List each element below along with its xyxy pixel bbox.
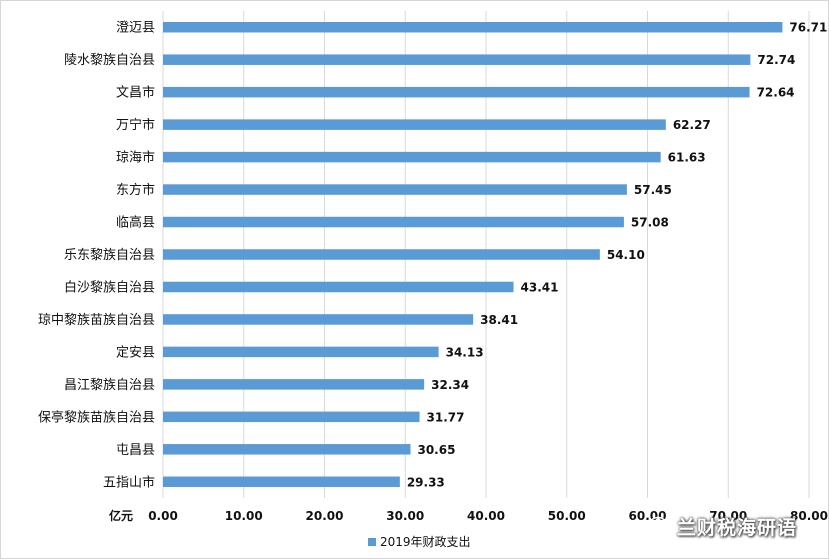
- category-label: 临高县: [116, 215, 155, 231]
- watermark-text: 兰财税海研语: [677, 516, 798, 539]
- category-label: 万宁市: [116, 117, 155, 133]
- watermark: 兰财税海研语: [649, 513, 797, 539]
- category-label: 定安县: [116, 345, 155, 360]
- value-label: 54.10: [607, 248, 645, 262]
- value-label: 29.33: [407, 475, 445, 489]
- bar: [163, 21, 783, 33]
- bar: [163, 86, 750, 98]
- x-tick-label: 40.00: [467, 509, 505, 523]
- category-label: 东方市: [116, 182, 155, 198]
- value-label: 30.65: [417, 443, 455, 457]
- bar: [163, 444, 411, 455]
- value-label: 61.63: [668, 151, 706, 165]
- category-labels: 澄迈县陵水黎族自治县文昌市万宁市琼海市东方市临高县乐东黎族自治县白沙黎族自治县琼…: [38, 21, 155, 491]
- bar: [163, 379, 425, 390]
- bar: [163, 346, 439, 358]
- category-label: 白沙黎族自治县: [64, 279, 155, 295]
- x-tick-label: 70.00: [709, 509, 747, 523]
- category-label: 五指山市: [103, 474, 155, 490]
- x-tick-label: 10.00: [225, 509, 263, 523]
- x-tick-label: 30.00: [386, 509, 424, 523]
- bar: [163, 411, 420, 423]
- category-label: 澄迈县: [116, 21, 155, 36]
- bar: [163, 151, 661, 163]
- value-label: 72.64: [757, 86, 795, 100]
- x-axis-ticks: 0.00 10.00 20.00 30.00 40.00 50.00 60.00 70.00 8…: [148, 509, 828, 523]
- category-label: 文昌市: [116, 85, 155, 101]
- x-tick-label: 60.00: [629, 509, 667, 523]
- category-label: 昌江黎族自治县: [64, 377, 155, 393]
- legend-swatch: [368, 538, 376, 546]
- value-label: 32.34: [431, 378, 469, 392]
- value-labels: 76.71 72.74 72.64 62.27 61.63 57.45 57.08 54.10…: [407, 21, 828, 490]
- value-label: 57.08: [631, 216, 669, 230]
- category-label: 保亭黎族苗族自治县: [38, 409, 155, 425]
- category-label: 琼海市: [116, 150, 155, 166]
- bar: [163, 54, 751, 65]
- value-label: 43.41: [521, 280, 559, 294]
- value-label: 72.74: [757, 53, 795, 67]
- bars: [163, 21, 783, 488]
- x-tick-label: 80.00: [790, 509, 828, 523]
- bar: [163, 216, 624, 228]
- bar: [163, 119, 666, 130]
- category-label: 琼中黎族苗族自治县: [38, 312, 155, 328]
- category-label: 乐东黎族自治县: [64, 247, 155, 263]
- category-label: 陵水黎族自治县: [64, 52, 155, 68]
- bar: [163, 281, 514, 293]
- wechat-icon: [649, 516, 671, 535]
- value-label: 31.77: [427, 410, 465, 424]
- legend: 2019年财政支出: [368, 535, 471, 549]
- bar: [163, 476, 400, 488]
- bar: [163, 314, 474, 325]
- value-label: 34.13: [446, 345, 484, 359]
- x-tick-label: 50.00: [548, 509, 586, 523]
- value-label: 76.71: [789, 21, 827, 35]
- value-label: 38.41: [480, 313, 518, 327]
- legend-label: 2019年财政支出: [380, 535, 471, 549]
- value-label: 57.45: [634, 183, 672, 197]
- x-tick-label: 20.00: [306, 509, 344, 523]
- category-label: 屯昌县: [116, 443, 155, 458]
- x-axis-unit: 亿元: [109, 508, 133, 523]
- bar: [163, 249, 600, 260]
- value-label: 62.27: [673, 118, 711, 132]
- x-tick-label: 0.00: [148, 509, 178, 523]
- bar: [163, 184, 627, 195]
